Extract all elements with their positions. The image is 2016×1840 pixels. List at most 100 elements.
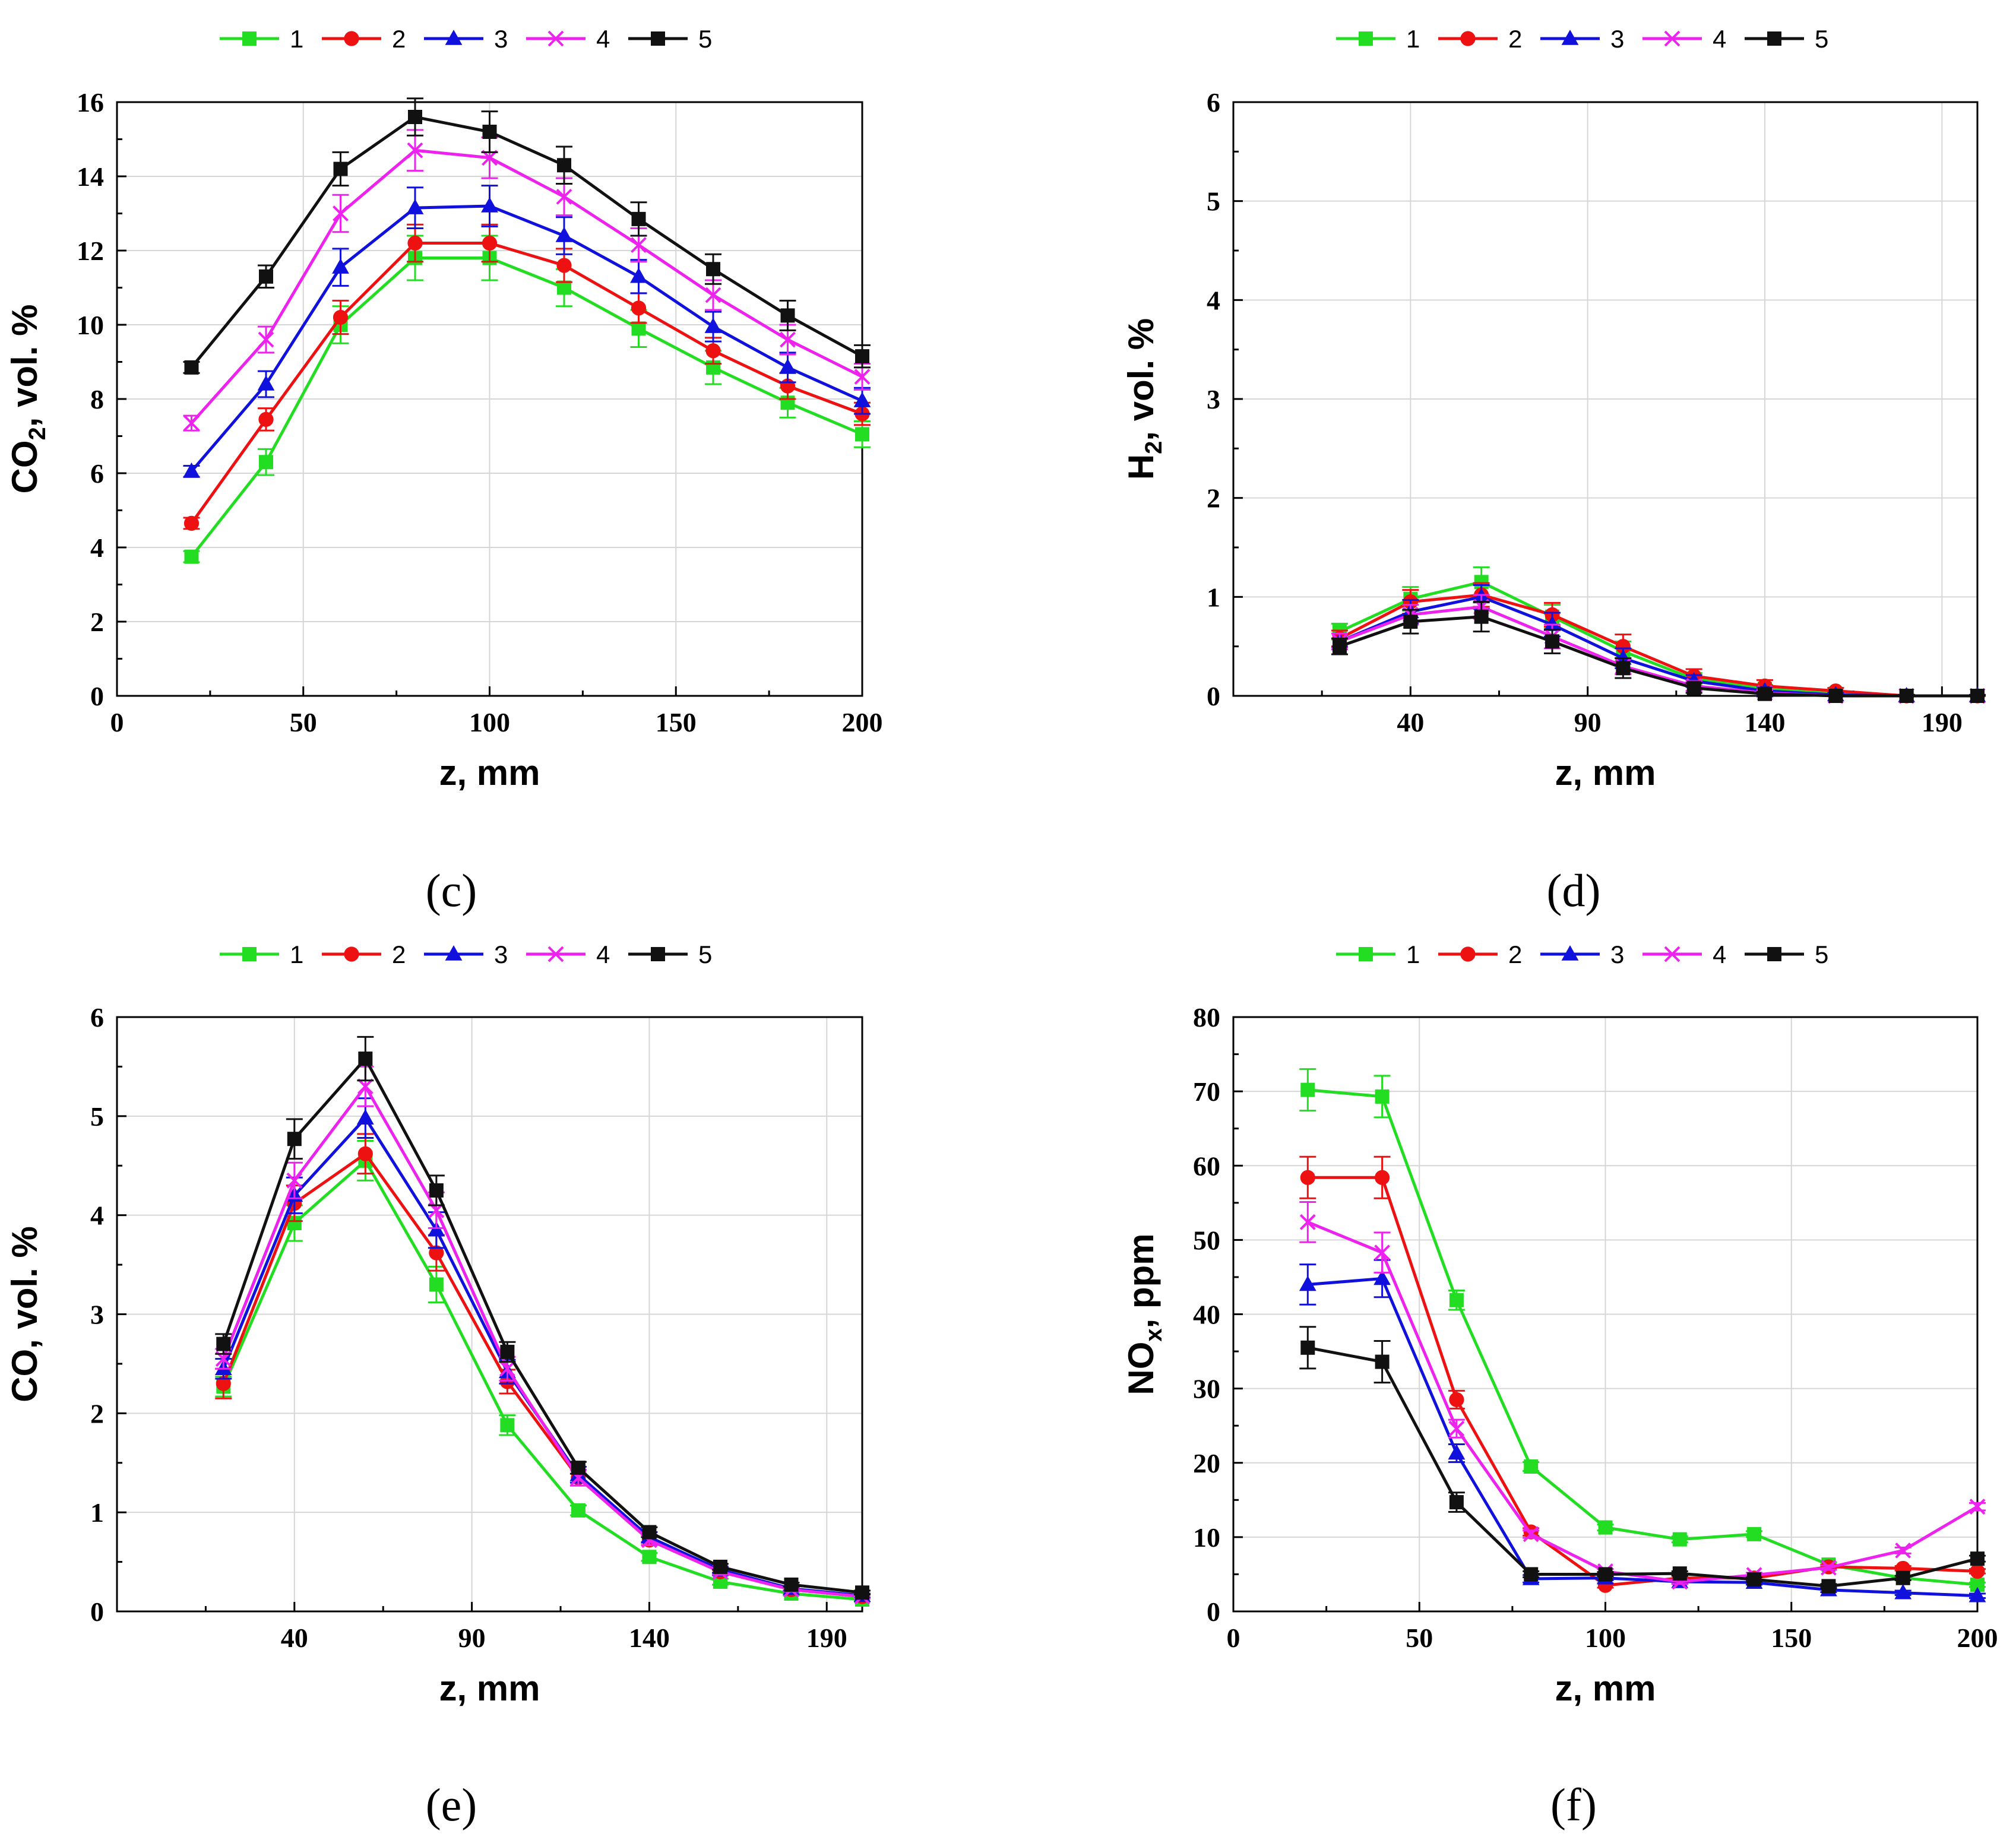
legend-entry-3: 3 — [424, 940, 508, 968]
x-axis-label: z, mm — [1555, 1668, 1656, 1708]
data-point — [1758, 686, 1772, 701]
y-tick-label: 0 — [90, 681, 104, 711]
y-tick-label: 30 — [1193, 1374, 1220, 1404]
data-point — [1828, 689, 1843, 703]
x-axis-label: z, mm — [439, 753, 540, 793]
y-tick-label: 2 — [90, 1398, 104, 1429]
legend-marker — [242, 31, 257, 46]
x-tick-label: 200 — [842, 707, 883, 737]
data-point — [184, 360, 199, 375]
data-point — [1448, 1444, 1466, 1460]
y-tick-label: 0 — [1207, 1597, 1220, 1627]
legend-entry-2: 2 — [1438, 940, 1522, 968]
data-point — [216, 1376, 231, 1391]
series-line — [221, 1116, 863, 1597]
series-3 — [1299, 1259, 1986, 1603]
plot-area — [214, 1035, 871, 1607]
legend-entry-1: 1 — [220, 25, 303, 53]
chart-panel-d: 40 90 140 190 0 1 2 3 4 5 6 z, mm H2, vol. % 1 2 3 4 5 — [1121, 25, 1986, 793]
data-point — [780, 331, 796, 348]
data-point — [642, 1550, 657, 1565]
x-axis-label: z, mm — [439, 1668, 540, 1708]
y-tick-label: 70 — [1193, 1076, 1220, 1107]
data-point — [1375, 1089, 1390, 1104]
legend-marker — [651, 31, 665, 46]
y-axis-label: H2, vol. % — [1121, 318, 1167, 480]
legend-label: 3 — [1610, 25, 1624, 53]
data-point — [631, 237, 647, 254]
legend-marker — [547, 946, 564, 962]
legend-marker — [445, 30, 463, 45]
x-axis-label: z, mm — [1555, 753, 1656, 793]
series-line — [221, 1158, 863, 1601]
series-line — [221, 1056, 863, 1594]
data-point — [855, 1585, 869, 1600]
data-point — [630, 267, 647, 283]
legend-entry-1: 1 — [1336, 25, 1420, 53]
legend: 1 2 3 4 5 — [1336, 940, 1828, 968]
data-point — [286, 1172, 303, 1189]
data-point — [358, 1052, 373, 1066]
data-point — [1545, 634, 1559, 649]
y-tick-label: 80 — [1193, 1002, 1220, 1033]
panel-label-d: (d) — [1546, 864, 1601, 916]
data-point — [429, 1183, 444, 1198]
legend-marker — [344, 946, 359, 962]
panel-label-c: (c) — [425, 864, 477, 916]
data-point — [1895, 1570, 1910, 1585]
panel-label-e: (e) — [425, 1779, 477, 1831]
series-line — [221, 1084, 863, 1598]
legend-label: 3 — [494, 940, 508, 968]
legend-entry-5: 5 — [1745, 940, 1828, 968]
y-tick-label: 1 — [1207, 582, 1220, 612]
x-tick-label: 40 — [281, 1623, 308, 1653]
series-line — [1308, 1088, 1978, 1586]
y-tick-label: 20 — [1193, 1448, 1220, 1478]
data-point — [642, 1525, 657, 1540]
legend-marker — [1460, 31, 1476, 46]
data-point — [356, 1109, 374, 1125]
data-point — [1970, 1551, 1985, 1566]
y-tick-label: 10 — [77, 310, 104, 340]
y-tick-label: 50 — [1193, 1225, 1220, 1255]
y-axis-label: NOx, ppm — [1121, 1233, 1167, 1395]
legend: 1 2 3 4 5 — [220, 25, 712, 53]
legend-entry-4: 4 — [1642, 940, 1726, 968]
y-tick-label: 2 — [90, 607, 104, 637]
y-tick-label: 12 — [77, 236, 104, 266]
legend-label: 2 — [392, 940, 406, 968]
data-point — [1374, 1244, 1391, 1261]
x-tick-label: 0 — [1227, 1623, 1240, 1653]
series-1 — [215, 1140, 871, 1607]
data-point — [357, 1146, 373, 1161]
data-point — [481, 197, 498, 213]
series-5 — [215, 1035, 871, 1600]
legend-entry-3: 3 — [1540, 25, 1624, 53]
legend-entry-2: 2 — [1438, 25, 1522, 53]
x-tick-label: 40 — [1397, 707, 1424, 737]
data-point — [407, 235, 423, 251]
data-point — [1299, 1275, 1316, 1291]
y-tick-label: 14 — [77, 161, 104, 192]
data-point — [855, 427, 869, 442]
data-point — [429, 1245, 444, 1261]
data-point — [1300, 1340, 1315, 1355]
legend-marker — [1359, 947, 1373, 961]
series-line — [1338, 593, 1977, 698]
data-point — [1300, 1170, 1315, 1185]
data-point — [1598, 1520, 1613, 1535]
data-point — [706, 262, 720, 277]
series-2 — [1299, 1155, 1986, 1593]
data-point — [1449, 1495, 1464, 1510]
data-point — [500, 1418, 515, 1433]
legend-marker — [344, 31, 359, 46]
series-line — [221, 1151, 863, 1598]
series-line — [1308, 1277, 1978, 1598]
series-line — [190, 204, 863, 473]
y-tick-label: 6 — [90, 458, 104, 489]
y-tick-label: 5 — [1207, 186, 1220, 217]
data-point — [406, 199, 424, 214]
data-point — [1403, 615, 1418, 629]
series-line — [1307, 1346, 1978, 1588]
y-tick-label: 8 — [90, 384, 104, 414]
